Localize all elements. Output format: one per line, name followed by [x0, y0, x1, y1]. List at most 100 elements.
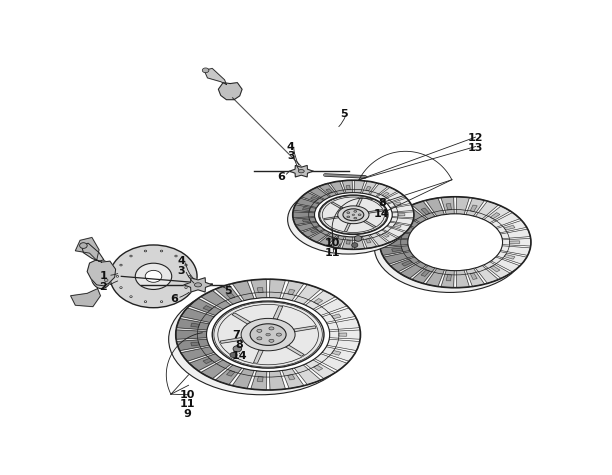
Text: 11: 11	[180, 399, 195, 409]
Text: 8: 8	[236, 340, 244, 350]
Polygon shape	[305, 290, 335, 309]
Ellipse shape	[80, 243, 87, 248]
Polygon shape	[392, 248, 402, 252]
Polygon shape	[390, 205, 414, 212]
Ellipse shape	[91, 260, 112, 289]
Ellipse shape	[352, 243, 358, 247]
Polygon shape	[70, 289, 100, 307]
Polygon shape	[339, 333, 346, 336]
Ellipse shape	[347, 212, 350, 213]
Polygon shape	[302, 192, 324, 203]
Ellipse shape	[175, 255, 177, 257]
Ellipse shape	[160, 250, 163, 252]
Polygon shape	[380, 246, 410, 256]
Polygon shape	[204, 68, 226, 85]
Polygon shape	[288, 374, 295, 380]
Ellipse shape	[230, 352, 237, 358]
Polygon shape	[377, 187, 398, 200]
Ellipse shape	[160, 301, 163, 303]
Ellipse shape	[358, 214, 361, 216]
Text: 1: 1	[99, 271, 107, 281]
Polygon shape	[402, 261, 412, 266]
Polygon shape	[421, 270, 430, 276]
Polygon shape	[392, 212, 414, 218]
Ellipse shape	[319, 195, 388, 235]
Polygon shape	[326, 189, 332, 193]
Polygon shape	[251, 371, 267, 390]
Polygon shape	[273, 306, 283, 319]
Ellipse shape	[257, 337, 262, 340]
Polygon shape	[484, 206, 510, 223]
Ellipse shape	[185, 287, 187, 288]
Polygon shape	[490, 213, 500, 219]
Polygon shape	[331, 202, 343, 209]
Polygon shape	[201, 290, 231, 309]
Polygon shape	[345, 223, 351, 232]
Ellipse shape	[310, 198, 387, 242]
Polygon shape	[394, 224, 401, 228]
Polygon shape	[293, 212, 315, 218]
Polygon shape	[302, 226, 324, 238]
Ellipse shape	[354, 218, 357, 219]
Polygon shape	[309, 187, 330, 200]
Polygon shape	[294, 326, 316, 332]
Ellipse shape	[343, 209, 364, 221]
Polygon shape	[324, 217, 338, 220]
Ellipse shape	[130, 255, 132, 257]
Polygon shape	[226, 293, 235, 298]
Polygon shape	[502, 238, 531, 246]
Ellipse shape	[145, 270, 162, 282]
Polygon shape	[402, 218, 412, 224]
Polygon shape	[497, 220, 527, 233]
Polygon shape	[456, 270, 469, 288]
Ellipse shape	[250, 324, 286, 345]
Ellipse shape	[135, 263, 172, 289]
Polygon shape	[497, 252, 527, 264]
Polygon shape	[382, 192, 389, 197]
Polygon shape	[327, 339, 360, 351]
Polygon shape	[314, 365, 323, 371]
Ellipse shape	[116, 276, 119, 277]
Polygon shape	[382, 192, 405, 203]
Polygon shape	[269, 279, 285, 298]
Polygon shape	[87, 260, 116, 286]
Ellipse shape	[352, 214, 355, 216]
Polygon shape	[379, 238, 408, 246]
Polygon shape	[305, 360, 335, 379]
Polygon shape	[501, 229, 531, 238]
Polygon shape	[319, 233, 337, 246]
Text: 9: 9	[184, 409, 192, 419]
Ellipse shape	[257, 329, 262, 332]
Text: 7: 7	[232, 330, 240, 340]
Polygon shape	[189, 354, 222, 371]
Ellipse shape	[195, 283, 201, 287]
Ellipse shape	[176, 279, 360, 390]
Polygon shape	[398, 214, 405, 216]
Polygon shape	[421, 208, 430, 215]
Ellipse shape	[175, 296, 177, 297]
Ellipse shape	[110, 245, 197, 308]
Polygon shape	[330, 235, 345, 248]
Ellipse shape	[269, 327, 274, 330]
Polygon shape	[456, 197, 469, 214]
Polygon shape	[294, 285, 321, 304]
Text: 14: 14	[374, 209, 390, 219]
Polygon shape	[390, 212, 419, 228]
Polygon shape	[296, 198, 319, 208]
Polygon shape	[346, 240, 350, 244]
Polygon shape	[191, 323, 200, 327]
Polygon shape	[510, 241, 520, 244]
Polygon shape	[346, 185, 350, 190]
Polygon shape	[257, 287, 263, 293]
Ellipse shape	[233, 346, 242, 352]
Ellipse shape	[203, 68, 209, 73]
Polygon shape	[470, 205, 477, 211]
Polygon shape	[332, 351, 341, 355]
Polygon shape	[426, 198, 444, 216]
Ellipse shape	[354, 210, 357, 212]
Ellipse shape	[144, 250, 147, 252]
Polygon shape	[311, 197, 318, 200]
Polygon shape	[400, 206, 427, 223]
Polygon shape	[233, 369, 254, 389]
Polygon shape	[282, 369, 304, 389]
